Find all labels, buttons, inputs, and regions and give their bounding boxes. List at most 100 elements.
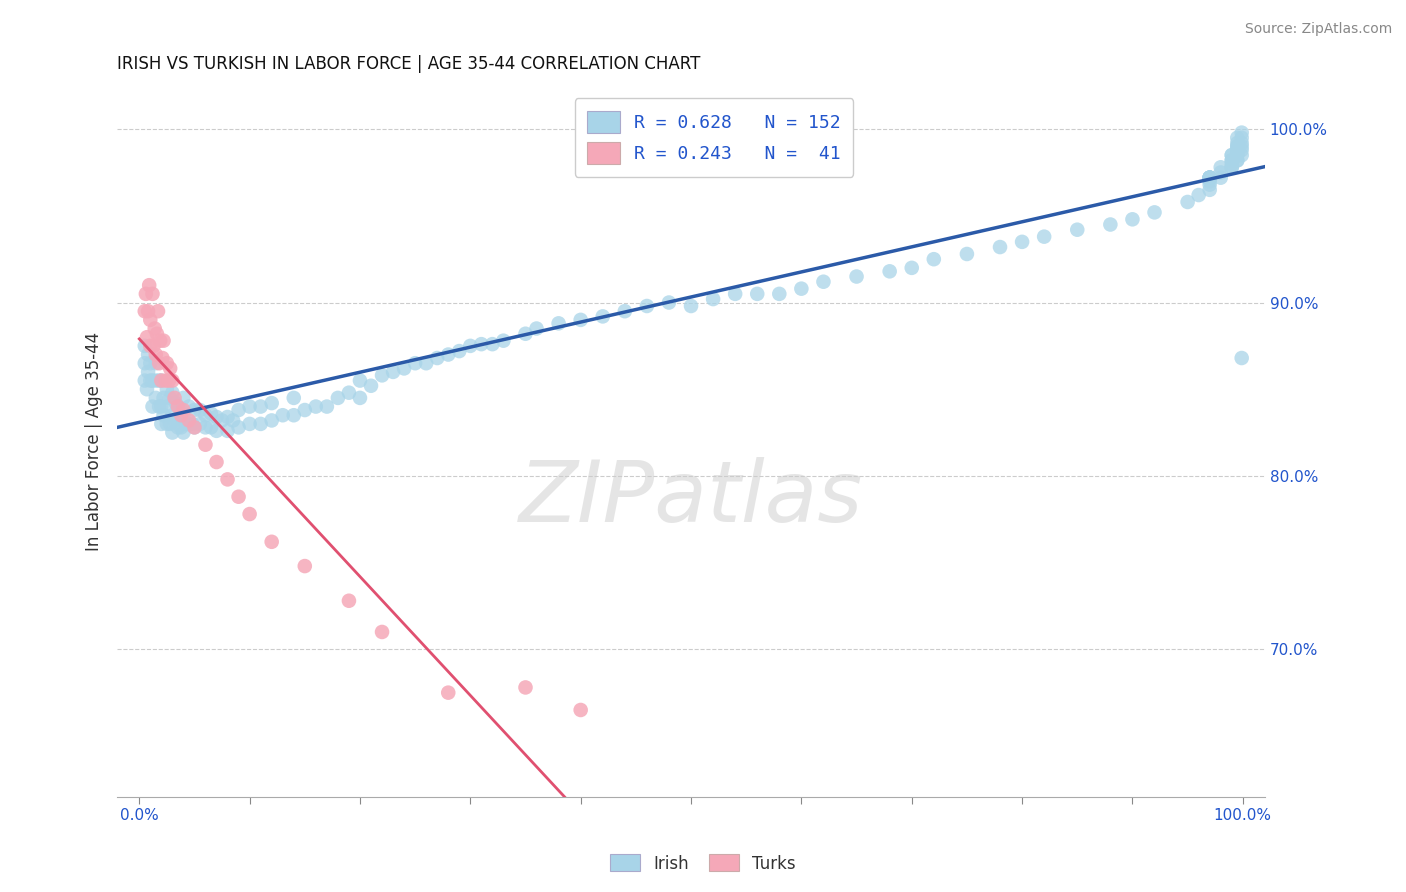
Point xyxy=(134,304,156,318)
Point xyxy=(1198,170,1220,185)
Point xyxy=(162,385,184,400)
Point xyxy=(845,269,868,284)
Point xyxy=(426,351,449,365)
Point xyxy=(1220,153,1243,168)
Point xyxy=(145,356,167,370)
Point xyxy=(141,374,163,388)
Point xyxy=(1226,143,1249,157)
Point xyxy=(349,374,371,388)
Point xyxy=(200,407,222,421)
Point xyxy=(1226,143,1249,157)
Point xyxy=(1230,351,1253,365)
Point xyxy=(162,425,184,440)
Point xyxy=(1198,170,1220,185)
Point xyxy=(172,391,194,405)
Point xyxy=(177,400,200,414)
Point xyxy=(569,313,592,327)
Point xyxy=(1198,174,1220,188)
Point xyxy=(163,391,186,405)
Point xyxy=(569,703,592,717)
Point xyxy=(1198,170,1220,185)
Point xyxy=(194,420,217,434)
Point xyxy=(437,686,460,700)
Point xyxy=(1230,139,1253,153)
Point xyxy=(136,347,159,361)
Point xyxy=(1198,178,1220,192)
Point xyxy=(283,391,305,405)
Point xyxy=(1226,136,1249,150)
Point xyxy=(150,417,173,431)
Point xyxy=(165,396,187,410)
Point xyxy=(900,260,922,275)
Point xyxy=(1099,218,1122,232)
Point xyxy=(1209,165,1232,179)
Point xyxy=(1220,148,1243,162)
Point xyxy=(382,365,405,379)
Point xyxy=(1198,170,1220,185)
Point xyxy=(922,252,945,267)
Point xyxy=(167,400,190,414)
Point xyxy=(162,374,184,388)
Point xyxy=(679,299,702,313)
Point xyxy=(167,400,190,414)
Point xyxy=(148,356,170,370)
Point xyxy=(145,347,167,361)
Point xyxy=(141,286,163,301)
Point xyxy=(460,339,482,353)
Point xyxy=(1220,153,1243,168)
Point xyxy=(315,400,337,414)
Point xyxy=(294,403,316,417)
Point xyxy=(183,420,205,434)
Point xyxy=(658,295,681,310)
Point xyxy=(167,420,190,434)
Point xyxy=(170,409,193,423)
Point xyxy=(360,378,382,392)
Point xyxy=(222,413,245,427)
Point xyxy=(515,326,537,341)
Point xyxy=(592,310,614,324)
Point xyxy=(159,361,181,376)
Point xyxy=(156,417,179,431)
Point xyxy=(326,391,349,405)
Point xyxy=(239,417,262,431)
Point xyxy=(145,374,167,388)
Point xyxy=(1230,148,1253,162)
Point xyxy=(492,334,515,348)
Point xyxy=(145,391,167,405)
Point xyxy=(136,382,159,396)
Point xyxy=(1220,161,1243,175)
Point xyxy=(134,356,156,370)
Point xyxy=(392,361,415,376)
Point xyxy=(150,400,173,414)
Point xyxy=(136,304,159,318)
Point xyxy=(305,400,328,414)
Legend: R = 0.628   N = 152, R = 0.243   N =  41: R = 0.628 N = 152, R = 0.243 N = 41 xyxy=(575,98,853,177)
Y-axis label: In Labor Force | Age 35-44: In Labor Force | Age 35-44 xyxy=(86,332,103,550)
Point xyxy=(155,374,177,388)
Point xyxy=(337,385,360,400)
Point xyxy=(1066,223,1088,237)
Point xyxy=(724,286,747,301)
Text: Source: ZipAtlas.com: Source: ZipAtlas.com xyxy=(1244,22,1392,37)
Point xyxy=(239,507,262,521)
Point xyxy=(349,391,371,405)
Point xyxy=(1209,170,1232,185)
Point xyxy=(205,409,228,424)
Point xyxy=(371,368,394,383)
Point xyxy=(181,417,204,431)
Point xyxy=(1121,212,1143,227)
Point xyxy=(636,299,658,313)
Point xyxy=(1188,188,1211,202)
Point xyxy=(152,334,174,348)
Point xyxy=(139,356,162,370)
Point xyxy=(150,374,173,388)
Text: ZIPatlas: ZIPatlas xyxy=(519,457,863,540)
Point xyxy=(1226,153,1249,168)
Point xyxy=(205,455,228,469)
Point xyxy=(283,409,305,423)
Point xyxy=(1230,126,1253,140)
Point xyxy=(1198,170,1220,185)
Point xyxy=(515,681,537,695)
Point xyxy=(188,403,211,417)
Point xyxy=(159,417,181,431)
